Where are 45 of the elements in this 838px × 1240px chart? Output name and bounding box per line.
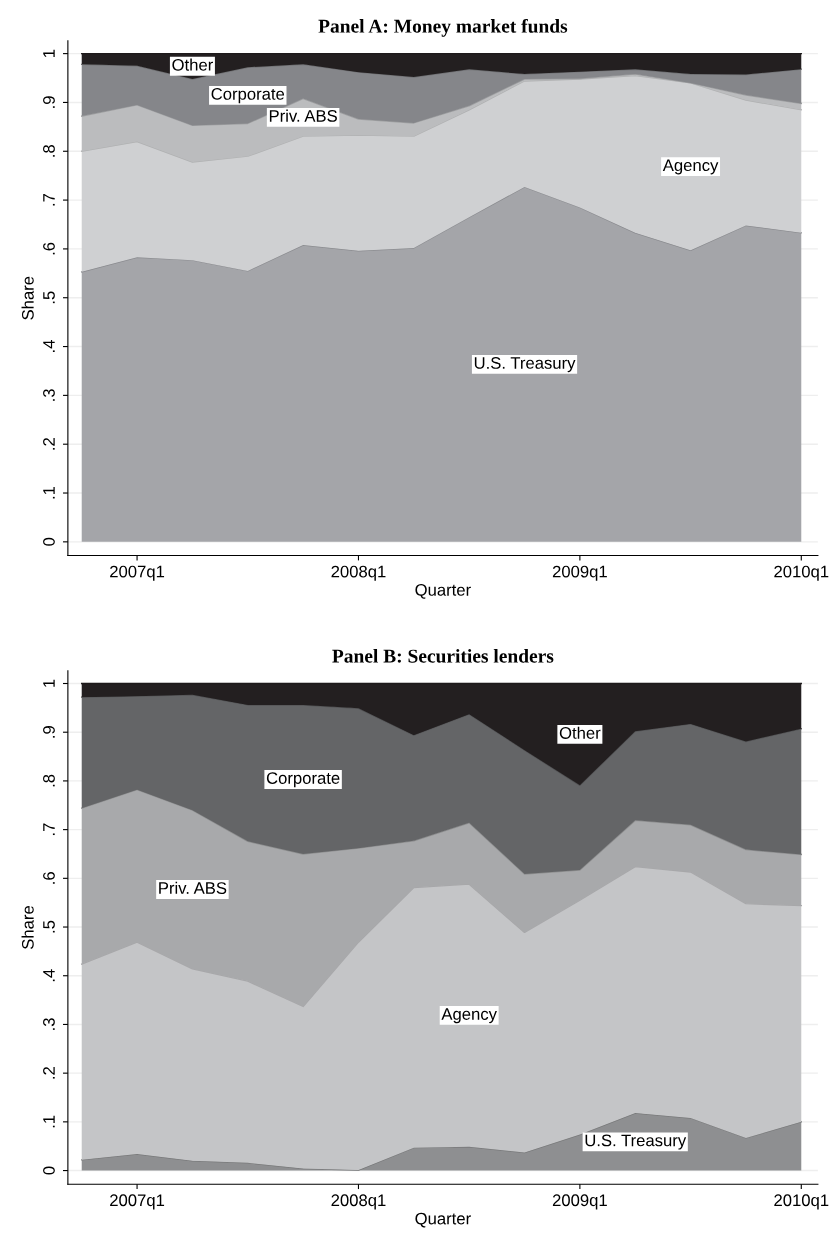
x-tick-label: 2009q1 bbox=[552, 1194, 607, 1210]
series-label: Corporate bbox=[266, 772, 340, 788]
y-tick-label: 1 bbox=[43, 679, 55, 687]
chart-title: Panel B: Securities lenders bbox=[332, 649, 554, 663]
y-tick-label: 1 bbox=[43, 49, 55, 57]
x-tick-label: 2007q1 bbox=[110, 565, 165, 581]
y-tick-label: .8 bbox=[43, 145, 55, 157]
y-tick-label: .5 bbox=[43, 920, 55, 933]
y-tick-label: 0 bbox=[43, 1166, 55, 1175]
y-tick-label: .9 bbox=[43, 96, 55, 108]
x-tick-label: 2008q1 bbox=[331, 565, 386, 581]
y-tick-label: .3 bbox=[43, 1018, 55, 1030]
x-tick-label: 2010q1 bbox=[774, 565, 829, 581]
y-tick-label: .6 bbox=[43, 872, 55, 884]
y-axis-title: Share bbox=[21, 276, 34, 320]
series-label: Priv. ABS bbox=[269, 109, 337, 122]
y-tick-label: .6 bbox=[43, 242, 55, 255]
series-label: Corporate bbox=[211, 88, 285, 104]
x-tick-label: 2008q1 bbox=[331, 1194, 386, 1210]
y-tick-label: .7 bbox=[43, 823, 55, 836]
x-axis-title: Quarter bbox=[415, 584, 471, 599]
y-tick-label: .9 bbox=[43, 726, 55, 738]
chart-title: Panel A: Money market funds bbox=[318, 18, 568, 37]
x-axis-title: Quarter bbox=[415, 1212, 471, 1228]
y-tick-label: .4 bbox=[43, 969, 55, 982]
series-label: Agency bbox=[441, 1008, 497, 1024]
x-tick-label: 2009q1 bbox=[552, 565, 607, 581]
y-tick-label: .7 bbox=[43, 193, 55, 206]
y-tick-label: .1 bbox=[43, 486, 55, 499]
series-label: U.S. Treasury bbox=[585, 1134, 687, 1150]
x-tick-label: 2007q1 bbox=[110, 1194, 165, 1210]
series-label: Other bbox=[172, 58, 213, 71]
y-tick-label: .4 bbox=[43, 340, 55, 352]
y-tick-label: .5 bbox=[43, 291, 55, 304]
series-label: Priv. ABS bbox=[159, 881, 227, 894]
y-tick-label: .2 bbox=[43, 438, 55, 450]
series-label: Agency bbox=[662, 159, 719, 175]
x-tick-label: 2010q1 bbox=[774, 1194, 829, 1210]
y-tick-label: .3 bbox=[43, 389, 55, 401]
y-tick-label: .1 bbox=[43, 1115, 55, 1128]
y-axis-title: Share bbox=[21, 906, 34, 949]
series-label: Other bbox=[559, 726, 601, 739]
y-tick-label: 0 bbox=[43, 537, 55, 546]
y-tick-label: .8 bbox=[43, 774, 55, 787]
y-tick-label: .2 bbox=[43, 1067, 55, 1079]
